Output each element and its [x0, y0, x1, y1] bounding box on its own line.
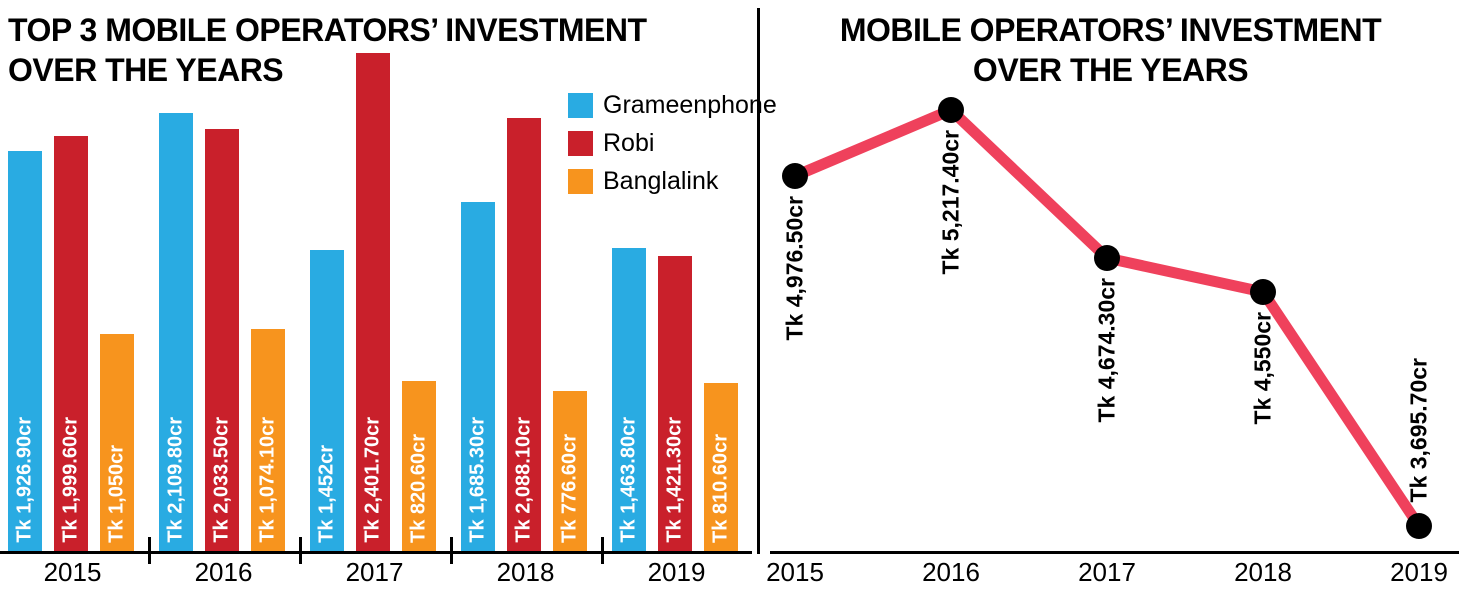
bar-banglalink-2015: Tk 1,050cr	[100, 334, 134, 552]
bar-robi-2017: Tk 2,401.70cr	[356, 53, 390, 552]
legend-label: Grameenphone	[603, 91, 777, 119]
bar-chart-title: TOP 3 MOBILE OPERATORS’ INVESTMENT OVER …	[8, 10, 647, 90]
bar-banglalink-2017: Tk 820.60cr	[402, 381, 436, 552]
axis-tick	[148, 537, 151, 564]
bar-grameenphone-2016: Tk 2,109.80cr	[159, 113, 193, 552]
bar-value-label: Tk 2,033.50cr	[210, 417, 233, 543]
line-x-axis	[770, 551, 1459, 554]
bar-grameenphone-2017: Tk 1,452cr	[310, 250, 344, 552]
bar-value-label: Tk 2,401.70cr	[361, 417, 384, 543]
point-value-label: Tk 3,695.70cr	[1405, 358, 1432, 503]
bar-value-label: Tk 1,685.30cr	[466, 417, 489, 543]
line-chart-title-line2: OVER THE YEARS	[972, 52, 1249, 88]
x-axis-label: 2018	[496, 557, 555, 587]
data-point-2017	[1094, 245, 1120, 271]
bar-banglalink-2019: Tk 810.60cr	[704, 383, 738, 552]
legend-item-grameenphone: Grameenphone	[568, 92, 777, 119]
panel-divider	[757, 8, 760, 554]
legend-item-robi: Robi	[568, 130, 777, 157]
legend: Grameenphone Robi Banglalink	[568, 92, 777, 195]
x-axis-label: 2017	[1078, 557, 1136, 587]
axis-tick	[601, 537, 604, 564]
bar-chart-panel: TOP 3 MOBILE OPERATORS’ INVESTMENT OVER …	[0, 10, 777, 587]
point-value-label: Tk 5,217.40cr	[937, 130, 964, 275]
bar-value-label: Tk 1,452cr	[315, 445, 338, 543]
legend-swatch-grameenphone	[568, 93, 593, 118]
line-plot: Tk 4,976.50cr 2015 Tk 5,217.40cr 2016 Tk 4,6…	[762, 0, 1459, 597]
axis-tick	[299, 537, 302, 564]
legend-item-banglalink: Banglalink	[568, 168, 777, 195]
data-point-2016	[938, 97, 964, 123]
x-axis-label: 2015	[766, 557, 824, 587]
bar-robi-2015: Tk 1,999.60cr	[54, 136, 88, 552]
data-point-2018	[1250, 279, 1276, 305]
bar-value-label: Tk 2,088.10cr	[512, 417, 535, 543]
bar-chart-title-line2: OVER THE YEARS	[8, 52, 284, 88]
line-chart-title-line1: MOBILE OPERATORS’ INVESTMENT	[839, 12, 1382, 48]
bar-value-label: Tk 1,050cr	[105, 445, 128, 543]
line-chart-panel: MOBILE OPERATORS’ INVESTMENT OVER THE YE…	[762, 0, 1459, 597]
bar-value-label: Tk 1,926.90cr	[13, 417, 36, 543]
x-axis-label: 2016	[194, 557, 253, 587]
x-axis-label: 2015	[43, 557, 102, 587]
line-chart-svg	[782, 97, 1432, 539]
bar-x-axis	[0, 551, 752, 554]
x-axis-label: 2017	[345, 557, 404, 587]
legend-swatch-robi	[568, 131, 593, 156]
bar-value-label: Tk 1,999.60cr	[59, 417, 82, 543]
axis-tick	[450, 537, 453, 564]
point-value-label: Tk 4,976.50cr	[781, 196, 808, 341]
data-point-2015	[782, 163, 808, 189]
bar-banglalink-2016: Tk 1,074.10cr	[251, 329, 285, 552]
point-value-label: Tk 4,550cr	[1249, 312, 1276, 425]
bar-grameenphone-2018: Tk 1,685.30cr	[461, 202, 495, 552]
bar-value-label: Tk 1,421.30cr	[663, 417, 686, 543]
point-value-label: Tk 4,674.30cr	[1093, 278, 1120, 423]
bar-value-label: Tk 776.60cr	[558, 434, 581, 543]
x-axis-label: 2019	[1390, 557, 1448, 587]
bar-value-label: Tk 810.60cr	[709, 434, 732, 543]
bar-value-label: Tk 2,109.80cr	[164, 417, 187, 543]
bar-plot: Tk 1,926.90cr Tk 1,999.60cr Tk 1,050cr 2015…	[8, 53, 738, 587]
bar-value-label: Tk 820.60cr	[407, 434, 430, 543]
x-axis-label: 2016	[922, 557, 980, 587]
bar-chart-title-line1: TOP 3 MOBILE OPERATORS’ INVESTMENT	[8, 12, 647, 48]
data-point-2019	[1406, 513, 1432, 539]
legend-label: Banglalink	[603, 167, 719, 195]
bar-robi-2018: Tk 2,088.10cr	[507, 118, 541, 552]
bar-value-label: Tk 1,463.80cr	[617, 417, 640, 543]
bar-robi-2016: Tk 2,033.50cr	[205, 129, 239, 552]
x-axis-label: 2019	[647, 557, 706, 587]
bar-banglalink-2018: Tk 776.60cr	[553, 391, 587, 552]
bar-grameenphone-2019: Tk 1,463.80cr	[612, 248, 646, 552]
legend-swatch-banglalink	[568, 169, 593, 194]
bar-value-label: Tk 1,074.10cr	[256, 417, 279, 543]
legend-label: Robi	[603, 129, 655, 157]
bar-robi-2019: Tk 1,421.30cr	[658, 256, 692, 552]
x-axis-label: 2018	[1234, 557, 1292, 587]
bar-grameenphone-2015: Tk 1,926.90cr	[8, 151, 42, 552]
line-chart-title: MOBILE OPERATORS’ INVESTMENT OVER THE YE…	[762, 10, 1459, 90]
